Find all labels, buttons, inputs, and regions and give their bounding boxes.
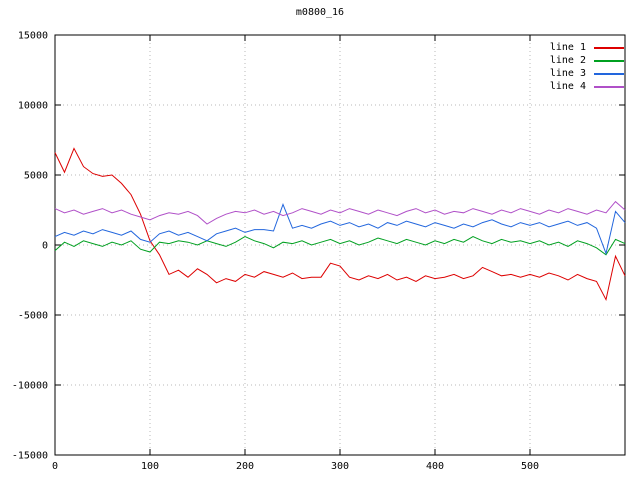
y-tick-label: 5000 — [24, 171, 48, 182]
legend-line-swatch — [594, 59, 624, 62]
x-tick-label: 300 — [331, 461, 349, 472]
y-tick-label: 0 — [42, 241, 48, 252]
x-tick-label: 200 — [236, 461, 254, 472]
legend: line 1 line 2 line 3 line 4 — [550, 41, 624, 93]
legend-label: line 1 — [549, 42, 586, 53]
legend-label: line 4 — [549, 81, 586, 92]
series-line-2 — [54, 236, 626, 256]
x-tick-label: 400 — [426, 461, 444, 472]
plot-border — [54, 34, 626, 456]
y-tick-label: 15000 — [18, 31, 48, 42]
y-tick-label: -15000 — [12, 451, 48, 462]
chart-title: m0800_16 — [295, 7, 345, 18]
y-tick-label: -5000 — [18, 311, 48, 322]
series-line-4 — [54, 200, 626, 225]
legend-line-swatch — [594, 46, 624, 49]
legend-item: line 4 — [550, 80, 624, 93]
legend-item: line 1 — [550, 41, 624, 54]
x-tick-label: 0 — [52, 461, 58, 472]
legend-line-swatch — [594, 72, 624, 75]
legend-label: line 2 — [549, 55, 586, 66]
x-tick-label: 100 — [141, 461, 159, 472]
legend-item: line 2 — [550, 54, 624, 67]
legend-label: line 3 — [549, 68, 586, 79]
y-tick-label: -10000 — [12, 381, 48, 392]
x-tick-label: 500 — [521, 461, 539, 472]
series-line-3 — [54, 202, 626, 256]
legend-item: line 3 — [550, 67, 624, 80]
series-line-1 — [54, 147, 626, 302]
legend-line-swatch — [594, 85, 624, 88]
y-tick-label: 10000 — [18, 101, 48, 112]
